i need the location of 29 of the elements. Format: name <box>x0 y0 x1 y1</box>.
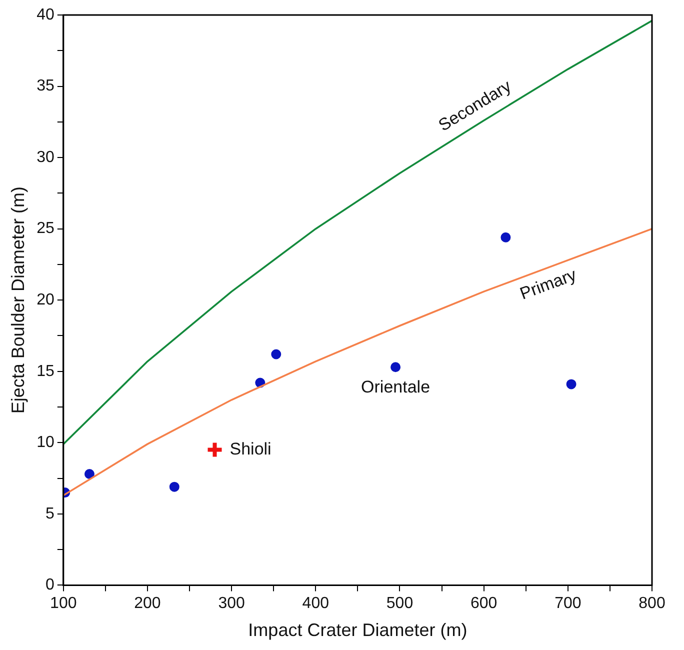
point <box>271 349 282 360</box>
point <box>390 362 401 372</box>
x-axis-title: Impact Crater Diameter (m) <box>248 620 468 640</box>
point <box>206 440 224 459</box>
point <box>169 482 180 492</box>
y-tick-label: 35 <box>36 78 54 95</box>
text: Primary <box>517 264 580 304</box>
y-tick-label: 30 <box>36 148 54 166</box>
y-tick-label: 20 <box>36 292 54 309</box>
x-tick-label: 700 <box>554 595 582 612</box>
series-label: Shioli <box>230 439 272 458</box>
annotation: Orientale <box>361 377 430 396</box>
x-tick-label: 500 <box>386 595 414 612</box>
y-tick-label: 5 <box>45 505 54 522</box>
point <box>500 232 511 242</box>
y-tick-label: 0 <box>45 576 54 594</box>
x-tick-label: 400 <box>302 595 330 612</box>
y-tick-label: 15 <box>36 362 54 380</box>
x-tick-label: 600 <box>470 595 498 612</box>
y-axis-title: Ejecta Boulder Diameter (m) <box>8 186 28 414</box>
y-tick-label: 10 <box>36 434 54 452</box>
x-tick-label: 800 <box>638 595 666 612</box>
x-tick-label: 200 <box>134 595 161 612</box>
x-tick-label: 300 <box>218 595 246 612</box>
x-tick-label: 100 <box>50 595 77 612</box>
y-tick-label: 40 <box>36 6 54 24</box>
y-tick-label: 25 <box>36 220 54 238</box>
point <box>566 379 576 390</box>
point <box>84 469 94 480</box>
